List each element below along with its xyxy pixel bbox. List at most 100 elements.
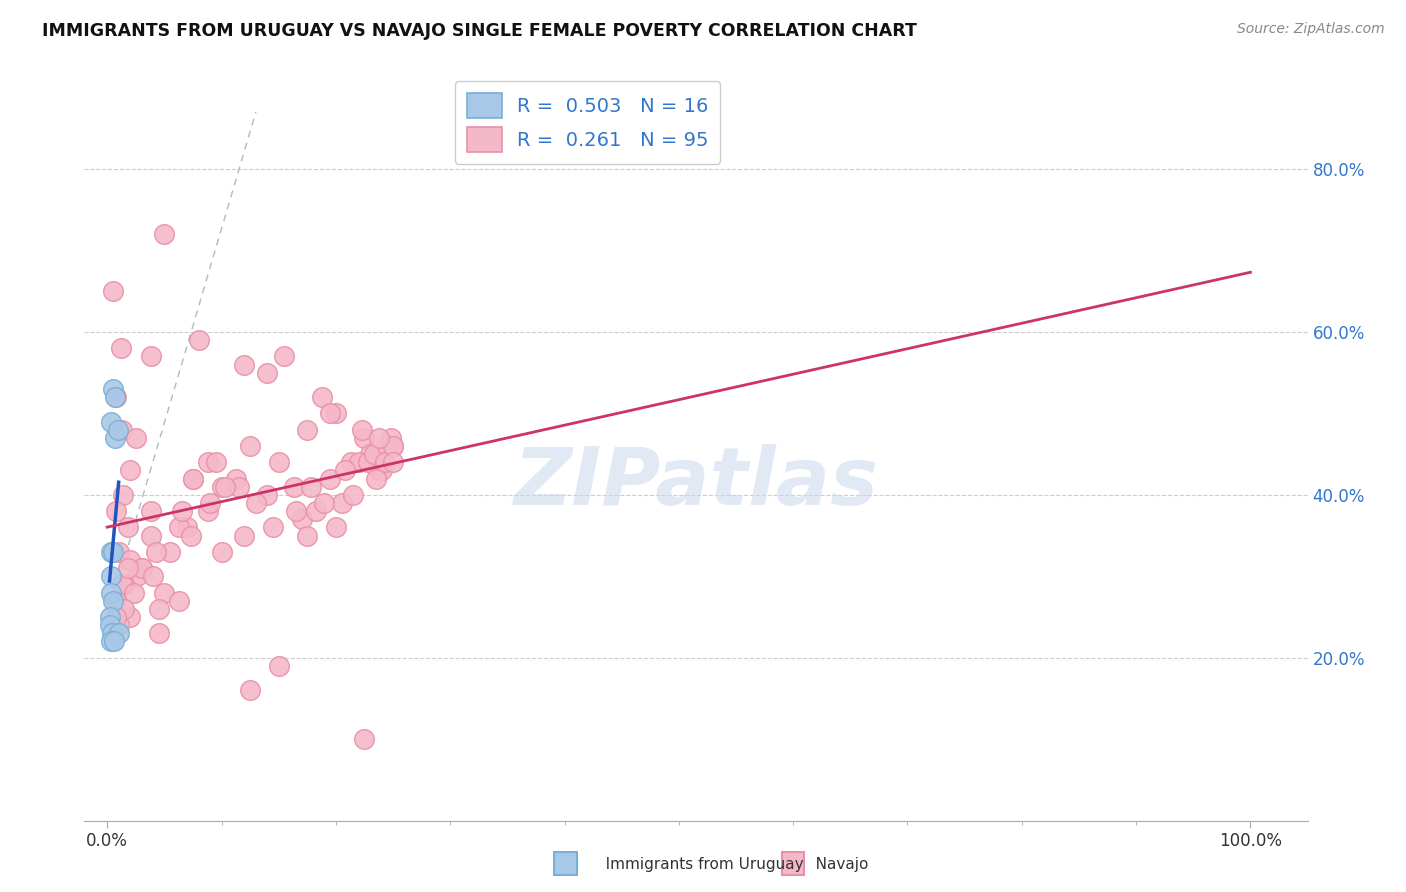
- Point: [256, 488, 278, 502]
- Point: [239, 683, 262, 698]
- Point: [105, 610, 128, 624]
- Point: [180, 528, 202, 542]
- Point: [256, 366, 278, 380]
- Point: [239, 439, 262, 453]
- Point: [357, 455, 380, 469]
- Point: [267, 659, 290, 673]
- Point: [101, 593, 124, 607]
- Point: [347, 455, 370, 469]
- Point: [139, 504, 162, 518]
- Point: [284, 504, 307, 518]
- Point: [159, 545, 181, 559]
- Point: [325, 406, 347, 420]
- FancyBboxPatch shape: [554, 852, 576, 875]
- Point: [205, 455, 228, 469]
- Point: [148, 626, 170, 640]
- Point: [101, 382, 124, 396]
- Point: [105, 504, 128, 518]
- Point: [233, 358, 256, 372]
- Point: [111, 577, 134, 591]
- Point: [314, 496, 336, 510]
- Point: [368, 431, 391, 445]
- Point: [181, 472, 204, 486]
- Point: [98, 618, 121, 632]
- Point: [311, 390, 333, 404]
- Point: [267, 455, 290, 469]
- Point: [214, 480, 236, 494]
- Point: [117, 520, 139, 534]
- Point: [101, 545, 124, 559]
- Point: [198, 496, 221, 510]
- Point: [359, 447, 381, 461]
- Point: [105, 593, 128, 607]
- Text: ZIPatlas: ZIPatlas: [513, 444, 879, 523]
- Text: IMMIGRANTS FROM URUGUAY VS NAVAJO SINGLE FEMALE POVERTY CORRELATION CHART: IMMIGRANTS FROM URUGUAY VS NAVAJO SINGLE…: [42, 22, 917, 40]
- Point: [139, 350, 162, 364]
- Point: [101, 626, 124, 640]
- FancyBboxPatch shape: [782, 852, 804, 875]
- Point: [211, 480, 233, 494]
- Point: [167, 593, 190, 607]
- Point: [364, 472, 387, 486]
- Point: [380, 431, 402, 445]
- Text: Immigrants from Uruguay: Immigrants from Uruguay: [591, 857, 803, 872]
- Point: [382, 439, 405, 453]
- Point: [120, 553, 142, 567]
- Point: [107, 545, 129, 559]
- Point: [197, 504, 219, 518]
- Point: [125, 569, 148, 583]
- Point: [370, 463, 392, 477]
- Point: [111, 423, 134, 437]
- Point: [382, 455, 405, 469]
- Point: [131, 561, 153, 575]
- Point: [305, 504, 328, 518]
- Point: [101, 285, 124, 299]
- Point: [353, 431, 375, 445]
- Point: [197, 455, 219, 469]
- Point: [181, 472, 204, 486]
- Point: [330, 496, 353, 510]
- Point: [104, 431, 127, 445]
- Point: [100, 415, 122, 429]
- Point: [125, 431, 148, 445]
- Point: [319, 406, 342, 420]
- Point: [112, 488, 135, 502]
- Point: [333, 463, 356, 477]
- Point: [112, 602, 135, 616]
- Point: [297, 423, 319, 437]
- Point: [375, 439, 398, 453]
- Point: [120, 463, 142, 477]
- Point: [153, 585, 176, 599]
- Point: [245, 496, 267, 510]
- Point: [98, 610, 121, 624]
- Point: [225, 472, 247, 486]
- Point: [363, 447, 385, 461]
- Point: [170, 504, 193, 518]
- Point: [273, 350, 295, 364]
- Point: [105, 390, 128, 404]
- Point: [139, 528, 162, 542]
- Point: [319, 472, 342, 486]
- Point: [382, 439, 405, 453]
- Point: [167, 520, 190, 534]
- Point: [187, 333, 209, 347]
- Point: [299, 480, 322, 494]
- Point: [131, 561, 153, 575]
- Point: [352, 423, 374, 437]
- Point: [100, 569, 122, 583]
- Point: [122, 585, 145, 599]
- Point: [145, 545, 167, 559]
- Point: [107, 626, 129, 640]
- Point: [107, 618, 129, 632]
- Point: [120, 610, 142, 624]
- Point: [176, 520, 198, 534]
- Point: [353, 732, 375, 747]
- Point: [342, 488, 364, 502]
- Point: [112, 577, 135, 591]
- Legend: R =  0.503   N = 16, R =  0.261   N = 95: R = 0.503 N = 16, R = 0.261 N = 95: [456, 81, 720, 164]
- Point: [290, 512, 312, 526]
- Point: [262, 520, 284, 534]
- Point: [100, 585, 122, 599]
- Point: [233, 528, 256, 542]
- Point: [100, 545, 122, 559]
